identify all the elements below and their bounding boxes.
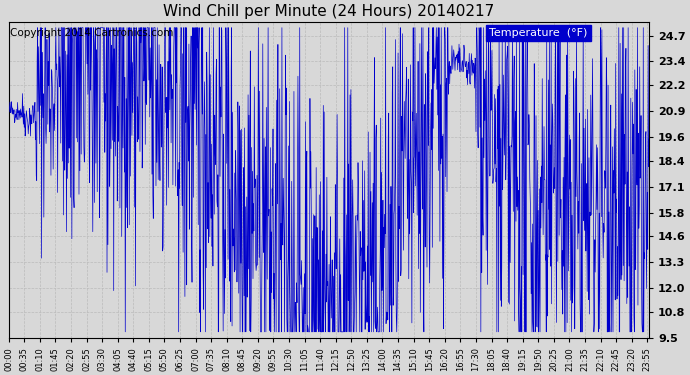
Text: Copyright 2014 Cartronics.com: Copyright 2014 Cartronics.com <box>10 28 173 38</box>
Text: Temperature  (°F): Temperature (°F) <box>489 28 587 38</box>
Title: Wind Chill per Minute (24 Hours) 20140217: Wind Chill per Minute (24 Hours) 2014021… <box>164 4 495 19</box>
